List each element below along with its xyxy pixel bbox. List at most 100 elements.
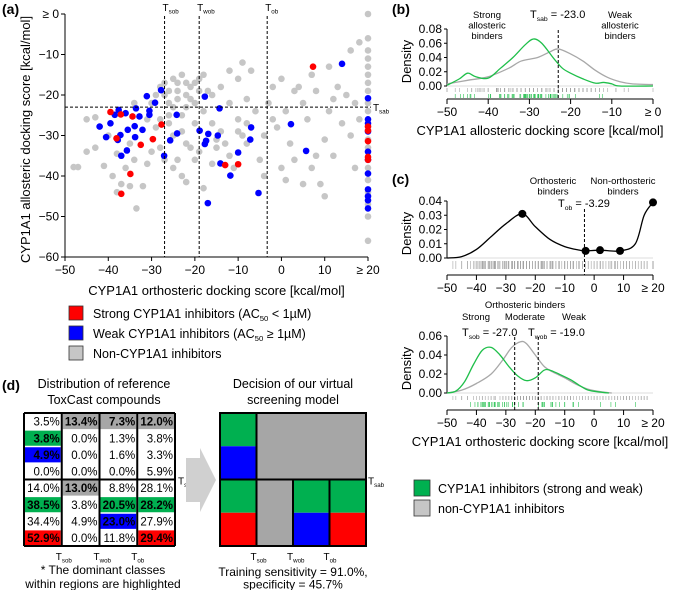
- x-tick-label-b: −30: [519, 105, 540, 119]
- scatter-point-non: [230, 164, 238, 172]
- decision-region-border: [328, 478, 367, 547]
- scatter-point-non: [178, 71, 186, 79]
- scatter-point-non: [308, 164, 316, 172]
- subscript: sab: [379, 109, 390, 116]
- annotation-binder-class: Strong: [462, 312, 490, 323]
- subscript: ob: [271, 9, 278, 16]
- scatter-point-non: [364, 87, 372, 95]
- threshold-label-col: Tob: [324, 552, 338, 565]
- scatter-point-strong: [117, 190, 125, 198]
- subscript: wob: [534, 334, 548, 341]
- scatter-point-non: [308, 71, 316, 79]
- panel-label-d: (d): [2, 377, 20, 393]
- y-tick-label-b: 0.02: [419, 65, 443, 79]
- text-part: T: [265, 3, 271, 14]
- table-cell: 0.0%: [109, 467, 135, 479]
- scatter-point-non: [364, 107, 372, 115]
- x-tick-label-c-top: −20: [525, 281, 546, 295]
- decision-region: [293, 512, 330, 546]
- annotation-non-orthosteric: Non-orthosteric: [591, 176, 656, 187]
- annotation-weak-allosteric: binders: [604, 31, 635, 42]
- scatter-point-strong: [221, 161, 229, 169]
- scatter-point-weak: [364, 205, 372, 212]
- scatter-point-non: [325, 107, 333, 115]
- scatter-point-non: [347, 132, 354, 139]
- scatter-point-weak: [246, 136, 254, 143]
- x-tick-label-b: −50: [437, 105, 458, 119]
- scatter-point-weak: [173, 111, 180, 119]
- scatter-point-weak: [234, 149, 242, 156]
- table-cell-highlight: [25, 430, 61, 446]
- threshold-label-a: Tsob: [163, 3, 180, 16]
- annotation-binder-class: Weak: [562, 312, 586, 323]
- decision-region: [293, 479, 330, 513]
- y-axis-title-b: Density: [399, 39, 414, 83]
- panel-label-c: (c): [392, 171, 409, 187]
- scatter-point-non: [317, 180, 324, 188]
- annotation-non-orthosteric: binders: [607, 187, 638, 198]
- scatter-point-non: [247, 67, 255, 74]
- y-tick-label-c-top: 0.00: [419, 251, 443, 265]
- threshold-label-col: Tsob: [251, 552, 268, 565]
- legend-label-strong: Strong CYP1A1 inhibitors (AC50 < 1µM): [93, 307, 311, 323]
- scatter-point-non: [92, 144, 99, 151]
- scatter-point-non: [291, 156, 298, 164]
- scatter-point-weak: [117, 152, 125, 160]
- legend-label-weak: Weak CYP1A1 inhibitors (AC50 ≥ 1µM): [93, 327, 306, 343]
- x-tick-label-a: 0: [278, 263, 285, 277]
- x-tick-label-c-top: −30: [496, 281, 517, 295]
- text-part: T: [558, 198, 565, 210]
- scatter-point-non: [165, 120, 173, 127]
- scatter-point-strong: [113, 135, 120, 142]
- density-curve-cyp1a1-inhibitors: [446, 38, 654, 87]
- table-cell-highlight: [138, 497, 174, 513]
- y-tick-label-c-top: 0.01: [419, 237, 443, 251]
- decision-region: [329, 512, 366, 546]
- annotation-strong-allosteric: binders: [471, 31, 502, 42]
- scatter-point-strong: [158, 121, 165, 128]
- scatter-point-non: [239, 132, 246, 139]
- x-tick-label-c-top: 0: [591, 281, 598, 295]
- table-cell: 0.0%: [71, 533, 97, 545]
- text-part: T: [530, 9, 537, 21]
- x-tick-label-a: −50: [55, 263, 76, 277]
- table-cell: 0.0%: [71, 433, 97, 445]
- table-cell-highlight: [100, 513, 137, 529]
- scatter-point-weak: [157, 86, 165, 94]
- scatter-point-non: [351, 164, 359, 172]
- text-part: T: [462, 327, 469, 339]
- y-tick-label-c-bottom: 0.02: [419, 367, 443, 381]
- x-tick-label-c-bottom: −50: [437, 416, 458, 430]
- table-cell-highlight: [62, 414, 99, 430]
- y-tick-label-a: −20: [39, 88, 60, 102]
- scatter-point-non: [83, 116, 90, 123]
- scatter-point-strong: [364, 137, 372, 145]
- decision-region: [220, 512, 257, 546]
- table-cell: 3.3%: [147, 450, 173, 462]
- scatter-point-non: [286, 140, 294, 147]
- scatter-point-non: [330, 152, 337, 160]
- scatter-point-non: [182, 91, 190, 99]
- x-axis-title-b: CYP1A1 allosteric docking score [kcal/mo…: [416, 123, 663, 138]
- text-part: Weak CYP1A1 inhibitors (AC: [93, 327, 255, 341]
- table-footnote: * The dominant classes: [41, 563, 166, 577]
- scatter-point-non: [161, 91, 168, 99]
- subscript: ob: [330, 558, 337, 565]
- subscript: sob: [169, 9, 180, 16]
- text-part: = -27.0: [480, 327, 518, 339]
- x-tick-label-c-top: −50: [437, 281, 458, 295]
- scatter-point-non: [299, 99, 307, 107]
- table-cell: 1.3%: [109, 433, 135, 445]
- y-tick-label-b: 0.04: [419, 51, 443, 65]
- table-cell: 3.8%: [71, 500, 97, 512]
- threshold-label-col: Tsob: [56, 552, 73, 565]
- scatter-point-weak: [204, 199, 212, 207]
- subscript: ob: [565, 205, 573, 212]
- y-tick-label-b: 0.00: [419, 79, 443, 93]
- subscript: sab: [537, 16, 548, 23]
- decision-region: [220, 413, 257, 447]
- scatter-point-non: [182, 178, 190, 186]
- scatter-point-non: [169, 164, 177, 172]
- scatter-point-non: [226, 152, 233, 160]
- subscript: 50: [260, 314, 269, 323]
